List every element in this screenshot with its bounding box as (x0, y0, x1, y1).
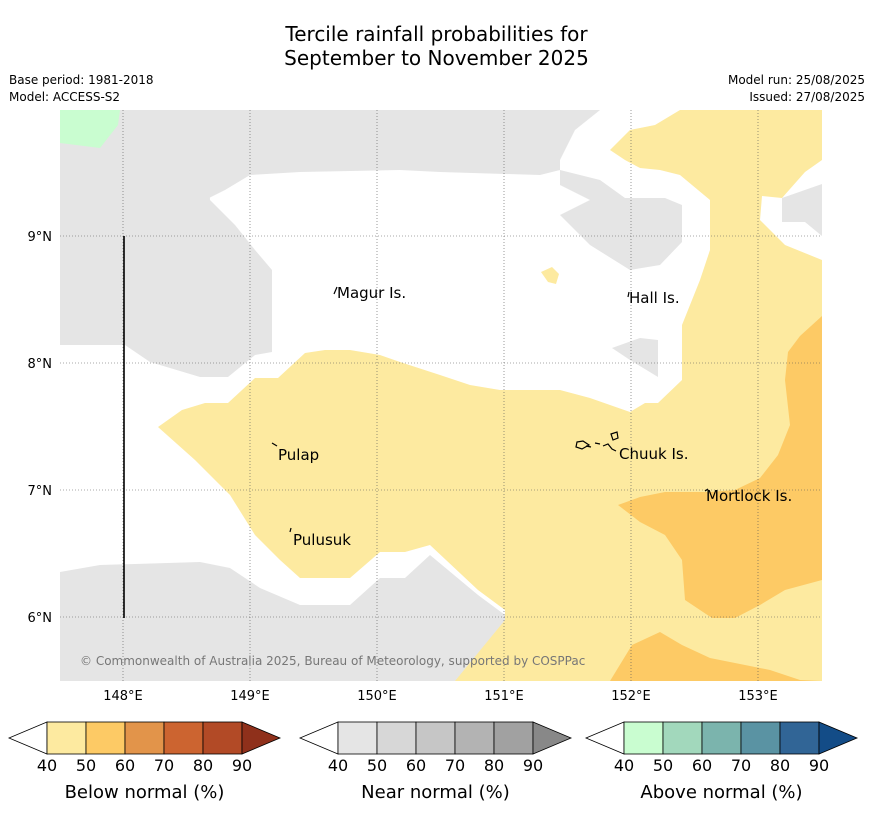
base-period: Base period: 1981-2018 (9, 73, 154, 87)
meta-left: Base period: 1981-2018 Model: ACCESS-S2 (9, 72, 154, 106)
legend-color-swatch (163, 721, 204, 755)
title-line-1: Tercile rainfall probabilities for (285, 22, 588, 46)
legend-title: Below normal (%) (65, 782, 225, 803)
legend-tick-label: 60 (692, 756, 712, 775)
legend-title: Above normal (%) (640, 782, 802, 803)
chuuk-lagoon-outline-3 (602, 443, 617, 452)
legend-color-swatch (415, 721, 456, 755)
legend-color-swatch (85, 721, 126, 755)
near-normal-region-top (205, 110, 682, 270)
legend-color-swatch (202, 721, 243, 755)
legend-low-extend-arrow (298, 721, 339, 755)
chuuk-lagoon-outline-4 (610, 431, 619, 441)
island-outlines (271, 286, 709, 533)
title-line-2: September to November 2025 (284, 46, 589, 70)
model-run: Model run: 25/08/2025 (727, 73, 865, 87)
meta-right: Model run: 25/08/2025 Issued: 27/08/2025 (728, 72, 865, 106)
legend-tick-label: 90 (809, 756, 829, 775)
copyright-notice: © Commonwealth of Australia 2025, Bureau… (80, 654, 585, 668)
map-title: Tercile rainfall probabilities for Septe… (0, 22, 873, 70)
legend-tick-label: 40 (328, 756, 348, 775)
chuuk-lagoon-outline-1 (575, 440, 591, 450)
mortlock-island-outline (704, 488, 709, 492)
legend-above-normal: 40 50 60 70 80 90 Above normal (%) (584, 721, 859, 803)
graticule (60, 110, 822, 681)
legend-high-extend-arrow (818, 721, 859, 755)
near-normal-region-islands (612, 338, 658, 377)
place-label-pulap: Pulap (278, 446, 319, 464)
model-name: Model: ACCESS-S2 (9, 90, 121, 104)
place-label-chuuk: Chuuk Is. (619, 445, 688, 463)
legend-color-swatch (124, 721, 165, 755)
legend-tick-label: 50 (76, 756, 96, 775)
place-label-hall: Hall Is. (629, 289, 680, 307)
hall-island-outline (627, 291, 630, 298)
magur-island-outline (333, 286, 338, 295)
lon-label-153: 153°E (738, 689, 778, 704)
legend-tick-label: 80 (484, 756, 504, 775)
legend-color-swatch (337, 721, 378, 755)
legend-tick-label: 70 (445, 756, 465, 775)
pulusuk-island-outline (289, 527, 292, 533)
legend-near-normal: 40 50 60 70 80 90 Near normal (%) (298, 721, 573, 803)
place-label-mortlock: Mortlock Is. (706, 487, 792, 505)
below-normal-region-50-south (610, 632, 822, 681)
legend-color-swatch (623, 721, 664, 755)
below-normal-region-50-east (618, 316, 822, 618)
map-area: Magur Is. Hall Is. Pulap Chuuk Is. Mortl… (60, 110, 822, 681)
legend-color-swatch (740, 721, 781, 755)
lon-label-152: 152°E (611, 689, 651, 704)
issued-date: Issued: 27/08/2025 (749, 90, 865, 104)
legend-color-swatch (662, 721, 703, 755)
legend-below-normal: 40 50 60 70 80 90 Below normal (%) (7, 721, 282, 803)
legend-color-swatch (779, 721, 820, 755)
place-label-pulusuk: Pulusuk (293, 531, 351, 549)
lon-label-150: 150°E (357, 689, 397, 704)
legend-tick-label: 70 (731, 756, 751, 775)
legend-title: Near normal (%) (361, 782, 510, 803)
legend-color-swatch (46, 721, 87, 755)
pulap-island-outline (271, 442, 278, 447)
legend-tick-label: 40 (614, 756, 634, 775)
chuuk-lagoon-outline-5 (585, 445, 592, 448)
lat-label-9n: 9°N (28, 230, 53, 245)
place-label-magur: Magur Is. (337, 284, 406, 302)
legend-tick-label: 90 (232, 756, 252, 775)
legend-tick-label: 80 (770, 756, 790, 775)
lat-label-8n: 8°N (28, 357, 53, 372)
legend-tick-label: 90 (523, 756, 543, 775)
below-normal-small-patch (541, 267, 559, 284)
lat-label-6n: 6°N (28, 611, 53, 626)
legend-tick-label: 70 (154, 756, 174, 775)
legend-high-extend-arrow (532, 721, 573, 755)
lat-label-7n: 7°N (28, 484, 53, 499)
legend-tick-label: 80 (193, 756, 213, 775)
near-normal-region-north (60, 110, 272, 377)
legend-color-swatch (376, 721, 417, 755)
legend-tick-label: 40 (37, 756, 57, 775)
legend-tick-label: 60 (115, 756, 135, 775)
near-normal-region-east (782, 184, 822, 236)
legend-color-swatch (493, 721, 534, 755)
lon-label-148: 148°E (103, 689, 143, 704)
legend-color-swatch (701, 721, 742, 755)
legend-tick-label: 50 (653, 756, 673, 775)
chuuk-lagoon-outline-2 (594, 442, 601, 445)
above-normal-region (60, 110, 120, 148)
lon-label-149: 149°E (230, 689, 270, 704)
below-normal-region-40 (158, 110, 822, 681)
lon-label-151: 151°E (484, 689, 524, 704)
legend-tick-label: 60 (406, 756, 426, 775)
legend-color-swatch (454, 721, 495, 755)
legend-low-extend-arrow (7, 721, 48, 755)
legend-high-extend-arrow (241, 721, 282, 755)
legend-tick-label: 50 (367, 756, 387, 775)
legend-low-extend-arrow (584, 721, 625, 755)
near-normal-region-south (60, 555, 505, 681)
